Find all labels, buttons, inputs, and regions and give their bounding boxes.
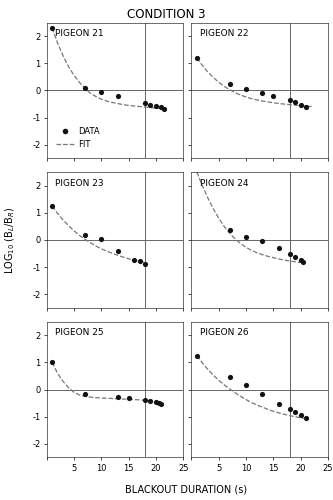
Point — [303, 103, 309, 111]
Point — [82, 390, 88, 398]
Point — [82, 230, 88, 238]
Point — [142, 260, 148, 268]
Point — [301, 258, 306, 266]
Point — [260, 88, 265, 96]
Point — [159, 104, 164, 112]
Point — [156, 398, 161, 406]
Point — [260, 238, 265, 246]
Point — [148, 100, 153, 108]
Point — [82, 84, 88, 92]
Text: PIGEON 24: PIGEON 24 — [199, 179, 248, 188]
Point — [293, 408, 298, 416]
Text: PIGEON 26: PIGEON 26 — [199, 328, 248, 338]
Point — [243, 85, 249, 93]
Point — [287, 96, 292, 104]
Text: BLACKOUT DURATION (s): BLACKOUT DURATION (s) — [126, 485, 247, 495]
Point — [276, 400, 281, 407]
Point — [298, 100, 303, 108]
Point — [298, 410, 303, 418]
Text: PIGEON 22: PIGEON 22 — [199, 30, 248, 38]
Point — [287, 405, 292, 413]
Point — [287, 250, 292, 258]
Point — [148, 397, 153, 405]
Text: PIGEON 21: PIGEON 21 — [55, 30, 104, 38]
Point — [227, 80, 232, 88]
Point — [142, 98, 148, 106]
Point — [227, 374, 232, 382]
Legend: DATA, FIT: DATA, FIT — [56, 126, 100, 149]
Point — [115, 92, 120, 100]
Point — [142, 396, 148, 404]
Point — [227, 226, 232, 234]
Text: CONDITION 3: CONDITION 3 — [127, 8, 206, 20]
Point — [243, 232, 249, 240]
Point — [126, 394, 131, 402]
Point — [49, 24, 55, 32]
Point — [194, 54, 199, 62]
Point — [194, 352, 199, 360]
Point — [293, 98, 298, 106]
Point — [159, 400, 164, 407]
Point — [243, 382, 249, 390]
Point — [99, 88, 104, 96]
Point — [137, 257, 142, 265]
Text: LOG$_{10}$ (B$_L$/B$_R$): LOG$_{10}$ (B$_L$/B$_R$) — [3, 206, 17, 274]
Point — [276, 244, 281, 252]
Point — [298, 256, 303, 264]
Point — [293, 253, 298, 261]
Point — [260, 390, 265, 398]
Point — [162, 104, 167, 112]
Point — [49, 358, 55, 366]
Point — [153, 102, 159, 110]
Point — [115, 393, 120, 401]
Point — [271, 92, 276, 100]
Point — [99, 234, 104, 242]
Point — [49, 202, 55, 210]
Point — [153, 398, 159, 406]
Point — [132, 256, 137, 264]
Text: PIGEON 25: PIGEON 25 — [55, 328, 104, 338]
Point — [115, 247, 120, 255]
Text: PIGEON 23: PIGEON 23 — [55, 179, 104, 188]
Point — [303, 414, 309, 422]
